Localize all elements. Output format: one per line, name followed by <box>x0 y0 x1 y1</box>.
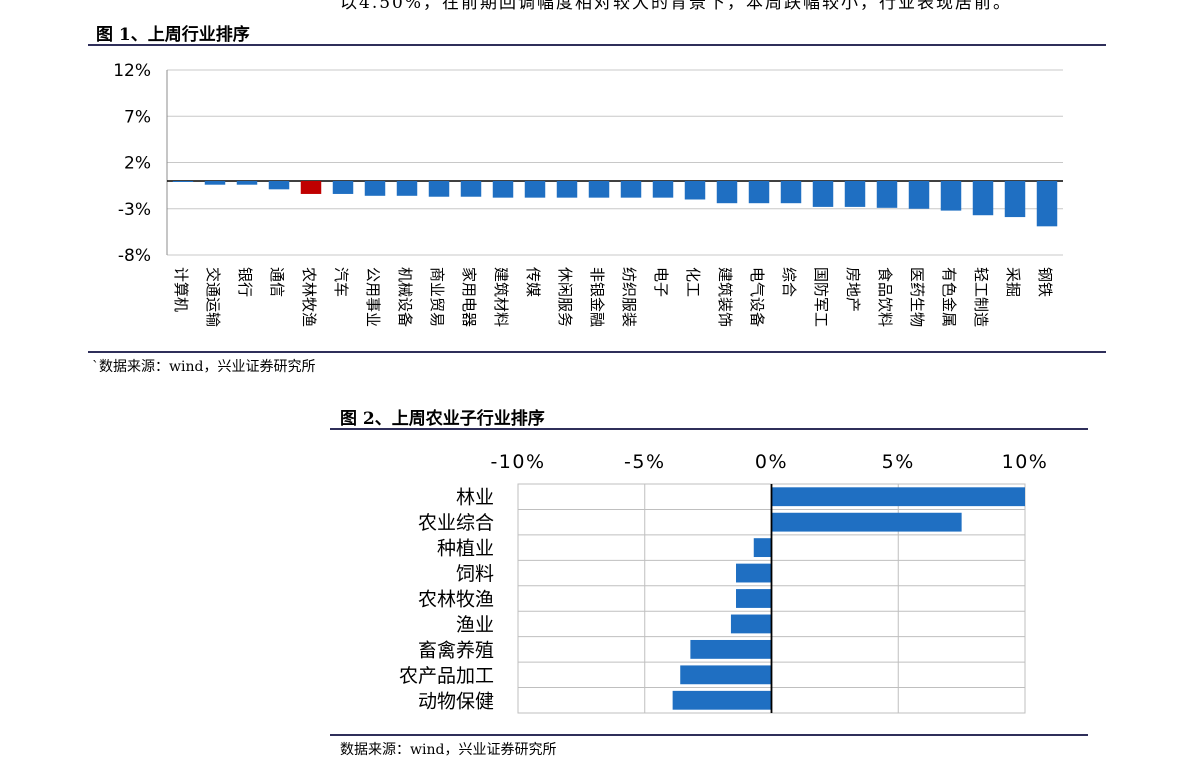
chart2-category-label: 渔业 <box>456 614 494 636</box>
chart1-bar <box>556 181 578 198</box>
chart1-bar <box>652 181 674 198</box>
chart1-bar <box>812 181 834 207</box>
figure2-top-rule <box>330 428 1088 430</box>
chart2-bar <box>736 563 772 583</box>
chart1-xtick-label: 家用电器 <box>460 267 478 327</box>
chart2-category-label: 种植业 <box>437 538 494 560</box>
chart1-bar <box>588 181 610 198</box>
chart2-category-label: 农业综合 <box>418 512 494 534</box>
chart2-bar <box>771 487 1025 507</box>
chart1-bar <box>940 181 962 211</box>
chart1-bar <box>492 181 514 198</box>
chart1-bar <box>908 181 930 209</box>
figure1-top-rule <box>88 44 1106 46</box>
chart1-xtick-label: 钢铁 <box>1036 267 1054 297</box>
chart1-bar <box>460 181 482 197</box>
chart2-xtick-label: -10% <box>490 451 545 473</box>
chart1-xtick-label: 轻工制造 <box>972 267 990 327</box>
chart1-xtick-label: 电子 <box>652 267 670 297</box>
chart1-xtick-label: 综合 <box>780 267 798 297</box>
chart1-bar <box>844 181 866 207</box>
chart2-xtick-label: -5% <box>624 451 666 473</box>
chart2-bar <box>753 538 772 558</box>
chart1-xtick-label: 医药生物 <box>908 267 926 327</box>
chart1-xtick-label: 房地产 <box>844 267 862 312</box>
chart1-xtick-label: 化工 <box>684 267 702 297</box>
figure1-title: 图 1、上周行业排序 <box>96 25 250 45</box>
chart2-category-label: 农产品加工 <box>399 665 494 687</box>
chart1-xtick-label: 非银金融 <box>588 267 606 327</box>
chart1-xtick-label: 交通运输 <box>204 267 222 327</box>
chart1-xtick-label: 电气设备 <box>748 267 766 327</box>
chart1-bar <box>1004 181 1026 218</box>
chart2-xtick-label: 0% <box>755 451 788 473</box>
chart2-bar <box>730 614 772 634</box>
chart1-xtick-label: 有色金属 <box>940 267 958 327</box>
chart1-xtick-label: 传媒 <box>524 267 542 297</box>
chart1-xtick-label: 建筑材料 <box>492 267 510 327</box>
chart1-ytick-label: -8% <box>118 246 151 266</box>
chart1-ytick-label: 7% <box>124 107 151 127</box>
chart1-xtick-label: 食品饮料 <box>876 267 894 327</box>
chart1-xtick-label: 银行 <box>236 267 254 297</box>
chart1-bar <box>332 181 354 194</box>
chart1-xtick-label: 通信 <box>268 267 286 297</box>
chart1-xtick-label: 建筑装饰 <box>716 267 734 327</box>
chart1-bar <box>524 181 546 198</box>
chart1-bar <box>364 181 386 196</box>
chart1-bar <box>268 181 290 190</box>
chart1-bar <box>300 181 322 194</box>
chart1-ytick-label: 12% <box>113 61 151 81</box>
chart1-ytick-label: 2% <box>124 154 151 174</box>
chart1-xtick-label: 计算机 <box>172 267 190 312</box>
chart2-agri-subindustry-ranking: -10% -5% 0% 5% 10% 林业农业综合种植业饲料农林牧渔渔业畜禽养殖农产品加工… <box>399 451 1049 714</box>
chart1-bar <box>204 181 226 185</box>
chart1-bar <box>716 181 738 204</box>
chart2-bar <box>672 690 772 710</box>
chart2-bar <box>690 639 772 659</box>
figure2-source: 数据来源：wind，兴业证券研究所 <box>340 742 557 758</box>
chart1-bar <box>396 181 418 196</box>
chart1-xtick-label: 纺织服装 <box>620 267 638 327</box>
chart2-category-label: 农林牧渔 <box>418 589 494 611</box>
chart2-category-label: 饲料 <box>456 563 494 585</box>
chart2-xtick-label: 5% <box>882 451 915 473</box>
figure1-source: `数据来源：wind，兴业证券研究所 <box>92 359 316 375</box>
figure1-bottom-rule <box>88 351 1106 353</box>
chart2-bar <box>680 665 772 685</box>
intro-text-fragment: 以4.50%，在前期回调幅度相对较大的背景下，本周跌幅较小，行业表现居前。 <box>340 0 1013 13</box>
chart2-bar <box>771 512 962 532</box>
chart1-xtick-label: 商业贸易 <box>428 267 446 327</box>
chart1-xtick-label: 汽车 <box>332 267 350 297</box>
chart1-bar <box>172 181 194 182</box>
chart1-industry-ranking: 12% 7% 2% -3% -8% 计算机 交通运输 银行 通信 农林牧渔 汽车 公用事业 机械设备 商业… <box>113 61 1063 327</box>
chart1-xtick-label: 采掘 <box>1004 267 1022 297</box>
figure2-title: 图 2、上周农业子行业排序 <box>340 409 545 429</box>
chart1-xtick-label: 农林牧渔 <box>300 267 318 327</box>
chart1-bar <box>620 181 642 198</box>
chart2-xtick-label: 10% <box>1002 451 1049 473</box>
chart2-category-label: 林业 <box>456 487 494 509</box>
chart1-bar <box>684 181 706 200</box>
chart1-ytick-label: -3% <box>118 200 151 220</box>
chart1-bar <box>876 181 898 208</box>
figure2-bottom-rule <box>330 734 1088 736</box>
chart1-bar <box>748 181 770 204</box>
chart1-xtick-label: 国防军工 <box>812 267 830 327</box>
chart1-xtick-label: 公用事业 <box>364 267 382 327</box>
chart1-bar <box>780 181 802 204</box>
chart2-category-label: 畜禽养殖 <box>418 639 494 661</box>
chart1-bar <box>236 181 258 185</box>
chart2-category-label: 动物保健 <box>418 690 494 712</box>
chart2-bar <box>736 589 772 608</box>
chart1-xtick-label: 休闲服务 <box>556 267 574 327</box>
chart1-bar <box>428 181 450 197</box>
chart1-xtick-label: 机械设备 <box>396 267 414 327</box>
chart1-bar <box>1036 181 1058 227</box>
chart1-bar <box>972 181 994 216</box>
